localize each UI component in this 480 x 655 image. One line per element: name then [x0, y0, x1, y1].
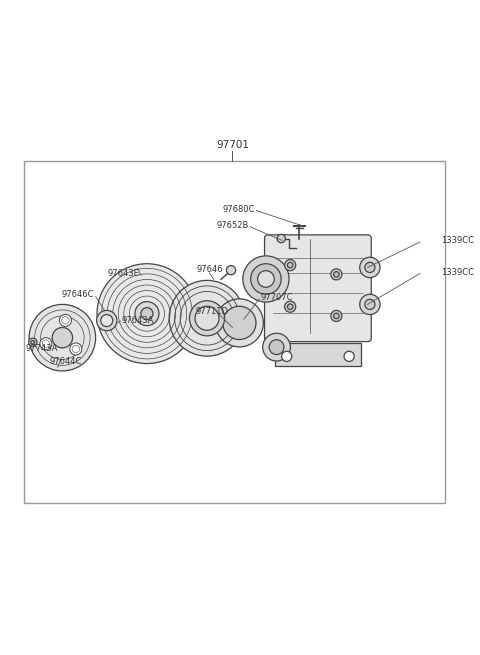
Circle shape — [216, 299, 264, 347]
Circle shape — [141, 308, 153, 320]
Text: 97711D: 97711D — [195, 307, 228, 316]
Circle shape — [334, 313, 339, 319]
Circle shape — [282, 351, 292, 362]
Circle shape — [263, 333, 290, 361]
Circle shape — [29, 305, 96, 371]
Circle shape — [169, 280, 245, 356]
Circle shape — [60, 314, 72, 326]
Circle shape — [40, 338, 52, 350]
Text: 97643E: 97643E — [107, 269, 139, 278]
Text: 97646: 97646 — [196, 265, 223, 274]
Text: 1339CC: 1339CC — [441, 269, 474, 278]
Circle shape — [135, 301, 159, 326]
Circle shape — [360, 294, 380, 314]
Circle shape — [331, 310, 342, 322]
Text: 97707C: 97707C — [260, 293, 293, 301]
Circle shape — [243, 256, 289, 302]
Circle shape — [334, 272, 339, 277]
Circle shape — [285, 301, 296, 312]
Circle shape — [288, 304, 293, 309]
Text: 97643A: 97643A — [121, 316, 154, 325]
Circle shape — [331, 269, 342, 280]
Bar — [275, 343, 360, 365]
Circle shape — [195, 307, 219, 330]
Circle shape — [29, 338, 37, 346]
Circle shape — [251, 264, 281, 294]
Text: 97652B: 97652B — [216, 221, 249, 231]
FancyBboxPatch shape — [264, 235, 372, 342]
Text: 97680C: 97680C — [222, 205, 254, 214]
Text: 1339CC: 1339CC — [441, 236, 474, 245]
Circle shape — [101, 314, 113, 327]
Circle shape — [31, 341, 35, 344]
Circle shape — [288, 263, 293, 268]
Text: 97743A: 97743A — [25, 344, 58, 353]
Circle shape — [96, 310, 117, 331]
Text: 97646C: 97646C — [61, 290, 94, 299]
Circle shape — [97, 264, 197, 364]
Circle shape — [52, 328, 72, 348]
Circle shape — [277, 234, 285, 243]
Text: 97701: 97701 — [216, 140, 249, 150]
Circle shape — [365, 263, 375, 272]
Circle shape — [227, 265, 236, 275]
Circle shape — [70, 343, 82, 355]
Circle shape — [223, 307, 256, 339]
Circle shape — [365, 299, 375, 309]
Circle shape — [190, 301, 225, 336]
Circle shape — [269, 340, 284, 354]
Circle shape — [285, 259, 296, 271]
Circle shape — [344, 351, 354, 362]
Bar — [24, 161, 445, 503]
Text: 97644C: 97644C — [50, 357, 82, 366]
Circle shape — [360, 257, 380, 278]
Circle shape — [258, 271, 274, 288]
